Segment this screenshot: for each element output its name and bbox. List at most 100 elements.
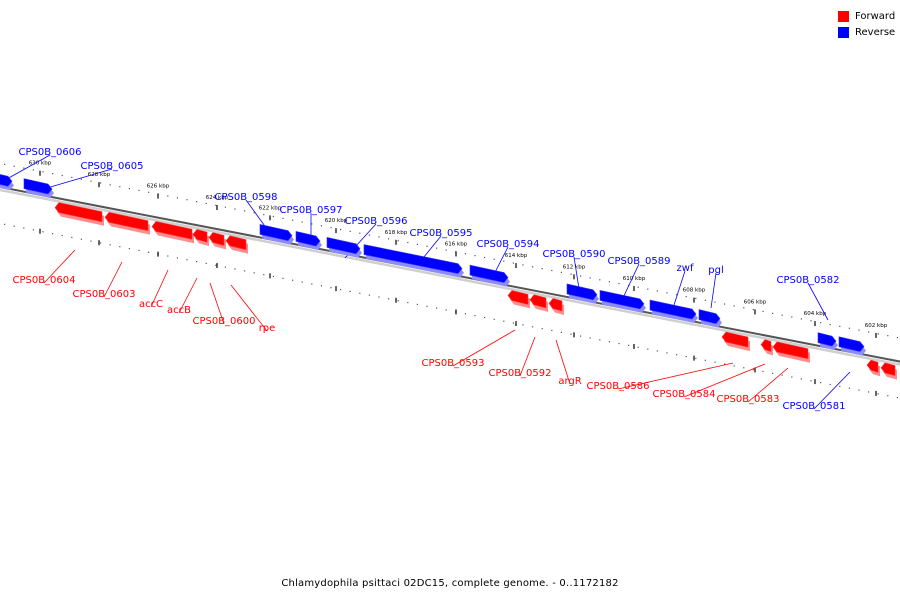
legend-forward: Forward: [838, 8, 895, 24]
reverse-gene-12-body: [817, 332, 837, 347]
guide-dot-forward: [484, 316, 486, 319]
guide-dot-forward: [32, 229, 34, 231]
guide-dot-reverse: [71, 176, 73, 178]
guide-dot-forward: [109, 244, 111, 246]
guide-dot-forward: [772, 372, 774, 374]
guide-dot-forward: [887, 395, 889, 397]
forward-cps0b-0592-label: CPS0B_0592: [488, 368, 551, 379]
forward-gene-14-body: [880, 362, 896, 376]
guide-dot-reverse: [224, 206, 226, 208]
guide-dot-forward: [733, 365, 735, 367]
guide-dot-forward: [781, 374, 783, 376]
guide-dot-reverse: [656, 290, 658, 292]
tick-label: 614 kbp: [505, 253, 528, 259]
reverse-cps0b-0598-label: CPS0B_0598: [214, 192, 277, 203]
reverse-gene-8: [566, 283, 599, 304]
forward-gene-7: [507, 290, 530, 309]
guide-dot-forward: [272, 275, 274, 278]
reverse-cps0b-0606-leader: [4, 154, 51, 181]
guide-dot-reverse: [407, 241, 409, 244]
forward-gene-13: [866, 359, 880, 377]
guide-dot-reverse: [733, 305, 735, 307]
guide-dot-reverse: [484, 256, 486, 259]
forward-genes: [54, 202, 897, 380]
guide-dot-reverse: [196, 200, 198, 203]
reverse-gene-3-body: [259, 224, 293, 241]
guide-dot-reverse: [887, 335, 889, 337]
forward-cps0b-0603-leader: [103, 261, 123, 298]
forward-accc-leader: [150, 269, 169, 308]
guide-dot-reverse: [292, 219, 294, 221]
guide-dot-forward: [503, 320, 505, 322]
tick-label: 616 kbp: [445, 241, 468, 247]
forward-gene-9: [548, 298, 564, 315]
guide-dot-reverse: [532, 266, 534, 268]
guide-dot-reverse: [119, 186, 121, 188]
tick-label: 604 kbp: [804, 311, 827, 317]
reverse-cps0b-0594-label: CPS0B_0594: [476, 239, 539, 250]
guide-dot-reverse: [493, 258, 495, 260]
reverse-cps0b-0606-label: CPS0B_0606: [18, 147, 81, 158]
guide-dot-reverse: [589, 277, 591, 279]
guide-dot-reverse: [560, 271, 562, 273]
guide-dot-forward: [4, 223, 6, 225]
guide-dot-reverse: [637, 286, 639, 288]
guide-dot-forward: [416, 303, 418, 306]
reverse-gene-11-body: [698, 309, 721, 324]
guide-dot-reverse: [474, 255, 476, 257]
guide-dot-reverse: [253, 212, 255, 214]
guide-dot-reverse: [896, 336, 898, 339]
legend-forward-label: Forward: [855, 10, 896, 22]
guide-dot-forward: [541, 328, 543, 330]
reverse-cps0b-0596-label: CPS0B_0596: [344, 216, 407, 227]
guide-dot-forward: [570, 333, 572, 335]
reverse-gene-10: [649, 299, 698, 323]
forward-gene-12-body: [772, 341, 809, 360]
guide-dot-forward: [13, 225, 15, 227]
forward-gene-8: [529, 294, 548, 312]
reverse-cps0b-0589-label: CPS0B_0589: [607, 256, 670, 267]
forward-swatch: [838, 10, 849, 22]
guide-dot-forward: [205, 262, 207, 265]
guide-dot-reverse: [570, 273, 572, 275]
guide-dot-reverse: [282, 217, 284, 219]
guide-dot-forward: [119, 246, 121, 248]
reverse-cps0b-0581-label: CPS0B_0581: [782, 401, 845, 412]
guide-dot-reverse: [263, 214, 265, 216]
guide-dot-reverse: [714, 301, 716, 303]
forward-gene-4: [192, 229, 209, 247]
forward-cps0b-0583-label: CPS0B_0583: [716, 394, 779, 405]
guide-dot-forward: [378, 296, 380, 298]
forward-cps0b-0586-label: CPS0B_0586: [586, 381, 649, 392]
forward-cps0b-0592-leader: [519, 336, 536, 377]
guide-dot-forward: [244, 270, 246, 272]
tick-label: 610 kbp: [623, 276, 646, 282]
guide-dot-reverse: [772, 312, 774, 314]
reverse-gene-11: [698, 309, 722, 328]
guide-dot-reverse: [695, 297, 697, 300]
legend: Forward Reverse: [838, 8, 895, 40]
guide-dot-reverse: [580, 275, 582, 277]
guide-dot-forward: [589, 337, 591, 339]
forward-gene-3-body: [151, 221, 193, 240]
kbp-ticks: 630 kbp 628 kbp 626 kbp 624 kbp 622 kbp 620 k…: [29, 161, 888, 396]
guide-dot-reverse: [676, 294, 678, 296]
forward-accb-label: accB: [167, 305, 191, 316]
guide-dot-forward: [551, 329, 553, 332]
guide-dot-reverse: [167, 195, 169, 197]
guide-dot-forward: [128, 247, 130, 250]
reverse-cps0b-0581-leader: [813, 371, 851, 410]
genome-backbone: [0, 185, 900, 366]
forward-cps0b-0584-leader: [683, 363, 766, 398]
guide-dot-reverse: [100, 182, 102, 184]
guide-dot-reverse: [762, 310, 764, 313]
forward-gene-7-body: [507, 290, 529, 305]
guide-dot-reverse: [445, 249, 447, 251]
guide-dot-reverse: [426, 245, 428, 247]
reverse-gene-3: [259, 224, 294, 245]
guide-dot-forward: [743, 367, 745, 369]
guide-dot-forward: [800, 378, 802, 380]
forward-gene-5: [208, 232, 226, 250]
guide-dot-reverse: [301, 221, 303, 223]
guide-dot-forward: [666, 352, 668, 354]
